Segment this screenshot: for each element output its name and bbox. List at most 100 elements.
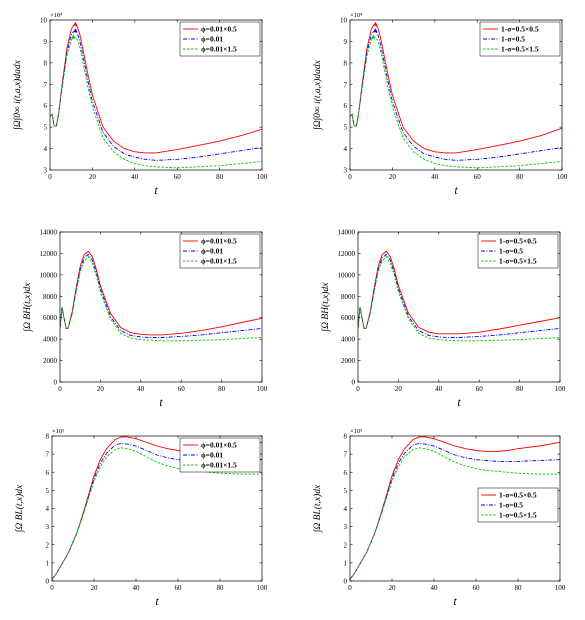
y-tick-label: 7 (344, 451, 348, 459)
y-tick-label: 10000 (40, 271, 58, 279)
x-tick-label: 20 (389, 173, 397, 181)
y-tick-label: 6 (46, 469, 50, 477)
y-tick-label: 2 (46, 541, 50, 549)
legend-label-3: 1-σ=0.5×1.5 (499, 511, 537, 520)
y-tick-label: 8 (344, 59, 348, 67)
chart-panel-3: 0 20 40 60 80 100 0 2000 4000 6000 8000 10000 12000 1… (22, 229, 268, 410)
x-tick-label: 0 (356, 385, 360, 393)
x-tick-label: 0 (348, 173, 352, 181)
y-tick-label: 8 (344, 433, 348, 441)
y-tick-label: 7 (344, 81, 348, 89)
x-axis-label: t (154, 183, 158, 197)
chart-panel-5: 0 20 40 60 80 100 0 1 2 3 4 5 6 7 8×10⁵ t ∫Ω BL(t,x)dx ϕ=… (14, 428, 268, 608)
x-tick-label: 0 (50, 584, 54, 592)
y-tick-label: 6 (344, 102, 348, 110)
legend: 1-σ=0.5×0.51-σ=0.51-σ=0.5×1.5 (477, 487, 559, 523)
y-tick-label: 6 (344, 469, 348, 477)
legend-label-2: 1-σ=0.5 (501, 35, 525, 44)
x-tick-label: 100 (257, 584, 268, 592)
legend-label-1: 1-σ=0.5×0.5 (501, 25, 539, 34)
y-tick-label: 12000 (338, 250, 356, 258)
x-axis-label: t (453, 594, 457, 608)
y-axis-label: ∫Ω∫0∞ i(t,a,x)dadx (312, 59, 323, 131)
x-tick-label: 80 (516, 385, 524, 393)
y-axis-label: ∫Ω BH(t,x)dx (320, 282, 331, 333)
legend-label-2: 1-σ=0.5 (499, 501, 523, 510)
x-tick-label: 100 (257, 385, 268, 393)
axis-multiplier: ×10⁵ (350, 428, 362, 435)
y-tick-label: 2000 (341, 357, 356, 365)
x-tick-label: 20 (389, 584, 397, 592)
legend-label-1: 1-σ=0.5×0.5 (499, 237, 537, 246)
peak-marker (371, 34, 376, 39)
legend-label-3: ϕ=0.01×1.5 (201, 45, 237, 54)
x-tick-label: 40 (435, 385, 443, 393)
y-tick-label: 1 (46, 559, 50, 567)
x-tick-label: 40 (137, 385, 145, 393)
x-tick-label: 40 (431, 584, 439, 592)
y-tick-label: 3 (344, 523, 348, 531)
axis-multiplier: ×10⁴ (350, 12, 363, 19)
y-tick-label: 4000 (341, 336, 356, 344)
legend: 1-σ=0.5×0.51-σ=0.51-σ=0.5×1.5 (477, 233, 559, 269)
x-tick-label: 60 (476, 385, 484, 393)
y-tick-label: 9 (344, 38, 348, 46)
x-tick-label: 80 (218, 385, 226, 393)
series-line-3 (358, 255, 560, 342)
legend-box (477, 233, 559, 269)
series-line-3 (350, 447, 560, 580)
x-tick-label: 40 (133, 584, 141, 592)
chart-panel-6: 0 20 40 60 80 100 0 1 2 3 4 5 6 7 8×10⁵ t ∫Ω BL(t,x)dx 1-… (312, 428, 566, 608)
y-tick-label: 3 (344, 167, 348, 175)
x-tick-label: 100 (557, 173, 568, 181)
y-tick-label: 12000 (40, 250, 58, 258)
x-tick-label: 0 (348, 584, 352, 592)
y-tick-label: 10000 (338, 271, 356, 279)
x-tick-label: 100 (257, 173, 268, 181)
y-axis-label: ∫Ω∫0∞ i(t,a,x)dadx (12, 59, 23, 131)
series-line-2 (50, 30, 262, 161)
y-tick-label: 5 (46, 487, 50, 495)
series-line-2 (350, 442, 560, 580)
y-tick-label: 6000 (341, 314, 356, 322)
x-tick-label: 0 (48, 173, 52, 181)
series-line-3 (350, 36, 562, 169)
legend-label-3: ϕ=0.01×1.5 (201, 461, 237, 470)
y-tick-label: 0 (344, 578, 348, 586)
x-tick-label: 80 (216, 173, 224, 181)
peak-marker (71, 34, 76, 39)
y-tick-label: 4 (344, 505, 348, 513)
y-tick-label: 8 (44, 59, 48, 67)
legend-label-3: 1-σ=0.5×1.5 (499, 257, 537, 266)
x-tick-label: 100 (555, 584, 566, 592)
series-line-3 (60, 255, 262, 342)
legend-label-1: 1-σ=0.5×0.5 (499, 491, 537, 500)
y-tick-label: 9 (44, 38, 48, 46)
y-tick-label: 4000 (43, 336, 58, 344)
y-tick-label: 14000 (40, 229, 58, 237)
chart-panel-2: 0 20 40 60 80 100 3 4 5 6 7 8 9 10×10⁴ t ∫Ω∫0∞ i(t,a,x)… (312, 12, 568, 197)
y-tick-label: 4 (44, 145, 48, 153)
axes-frame (357, 231, 561, 383)
legend-label-1: ϕ=0.01×0.5 (201, 25, 237, 34)
y-tick-label: 7 (44, 81, 48, 89)
series-line-3 (50, 36, 262, 169)
x-tick-label: 80 (515, 584, 523, 592)
y-tick-label: 10 (340, 17, 348, 25)
y-tick-label: 10 (40, 17, 48, 25)
legend-label-3: 1-σ=0.5×1.5 (501, 45, 539, 54)
legend: ϕ=0.01×0.5ϕ=0.01ϕ=0.01×1.5 (179, 233, 261, 269)
series-line-2 (52, 442, 262, 580)
chart-panel-1: 0 20 40 60 80 100 3 4 5 6 7 8 9 10×10⁴ t ∫Ω∫0∞ i(t,a,x)… (12, 12, 268, 197)
x-tick-label: 20 (395, 385, 403, 393)
axis-multiplier: ×10⁴ (50, 12, 63, 19)
y-tick-label: 1 (344, 559, 348, 567)
x-axis-label: t (155, 594, 159, 608)
legend: 1-σ=0.5×0.51-σ=0.51-σ=0.5×1.5 (479, 21, 561, 57)
x-tick-label: 40 (131, 173, 139, 181)
x-tick-label: 60 (474, 173, 482, 181)
axis-multiplier: ×10⁵ (52, 428, 64, 435)
y-tick-label: 2000 (43, 357, 58, 365)
y-tick-label: 8000 (341, 293, 356, 301)
